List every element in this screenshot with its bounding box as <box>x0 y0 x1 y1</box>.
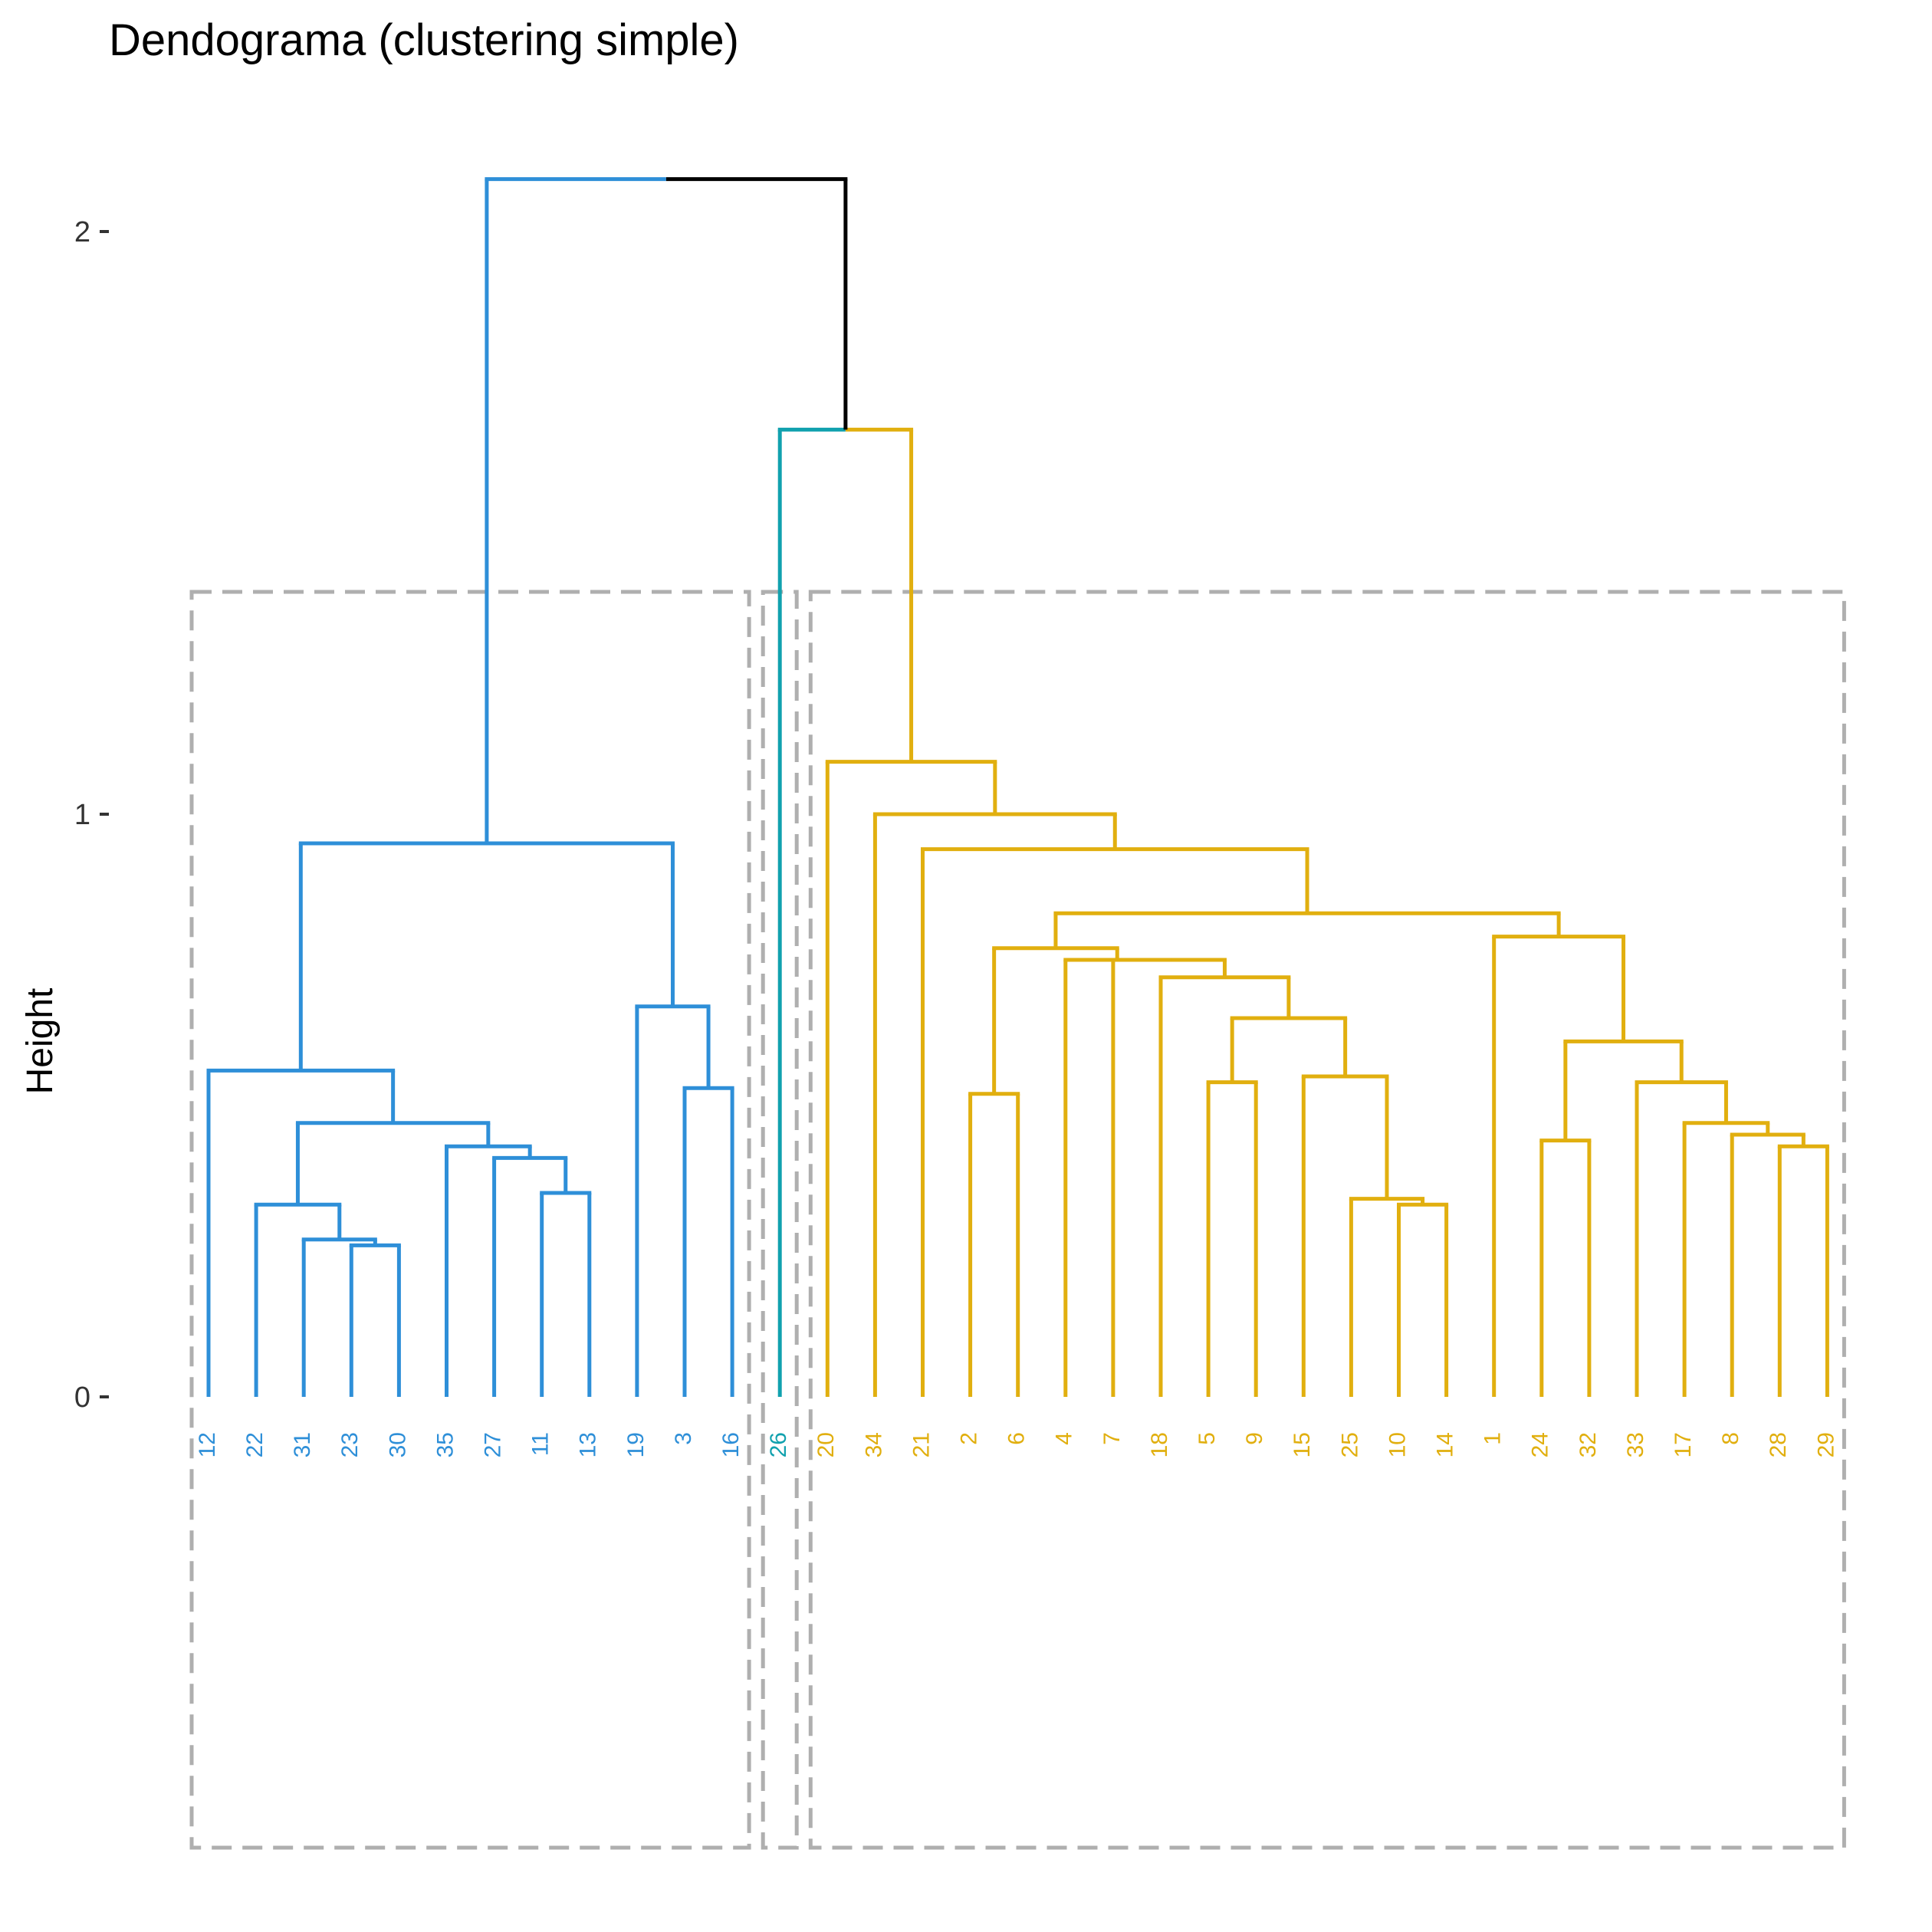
cluster-rect <box>189 590 751 1850</box>
leaf-label: 29 <box>1813 1432 1838 1457</box>
leaf-label: 33 <box>1623 1432 1648 1457</box>
leaf-labels: 12 22 31 23 30 35 27 11 13 19 3 16 26 20 34 21 2 6 4 7 18 5 9 1… <box>195 1432 1838 1457</box>
leaf-label: 14 <box>1433 1432 1458 1457</box>
leaf-label: 12 <box>195 1432 220 1457</box>
y-tick-label: 0 <box>74 1382 90 1414</box>
leaf-label: 23 <box>337 1432 363 1457</box>
leaf-label: 28 <box>1766 1432 1791 1457</box>
leaf-label: 18 <box>1147 1432 1172 1457</box>
leaf-label: 2 <box>957 1432 982 1445</box>
leaf-label: 8 <box>1718 1432 1743 1445</box>
y-axis: 0 1 2 <box>74 216 109 1414</box>
leaf-label: 16 <box>718 1432 744 1457</box>
leaf-label: 22 <box>242 1432 268 1457</box>
leaf-label: 3 <box>671 1432 696 1445</box>
chart-title: Dendograma (clustering simple) <box>109 15 739 65</box>
leaf-label: 31 <box>290 1432 315 1457</box>
leaf-label: 17 <box>1671 1432 1696 1457</box>
leaf-label: 21 <box>909 1432 934 1457</box>
leaf-label: 11 <box>528 1432 554 1456</box>
leaf-label: 34 <box>861 1432 886 1457</box>
cluster-rect <box>808 590 1846 1850</box>
leaf-label: 27 <box>481 1432 506 1457</box>
leaf-label: 19 <box>623 1432 649 1457</box>
leaf-label: 1 <box>1480 1432 1506 1445</box>
leaf-label: 9 <box>1242 1432 1267 1445</box>
y-axis-label: Height <box>20 988 61 1095</box>
y-tick-label: 2 <box>74 216 90 248</box>
leaf-label: 32 <box>1576 1432 1601 1457</box>
leaf-label: 30 <box>385 1432 410 1457</box>
leaf-label: 13 <box>576 1432 601 1457</box>
dendrogram-branches <box>206 177 1829 1397</box>
leaf-label: 6 <box>1004 1432 1030 1445</box>
leaf-label: 25 <box>1337 1432 1362 1457</box>
leaf-label: 7 <box>1099 1432 1125 1445</box>
leaf-label: 15 <box>1290 1432 1315 1457</box>
y-tick-label: 1 <box>74 799 90 831</box>
leaf-label: 5 <box>1194 1432 1220 1445</box>
leaf-label: 4 <box>1052 1432 1077 1445</box>
leaf-label: 24 <box>1528 1432 1553 1457</box>
leaf-label: 20 <box>813 1432 839 1457</box>
leaf-label: 10 <box>1385 1432 1410 1457</box>
leaf-label: 35 <box>432 1432 458 1457</box>
leaf-label: 26 <box>766 1432 791 1457</box>
